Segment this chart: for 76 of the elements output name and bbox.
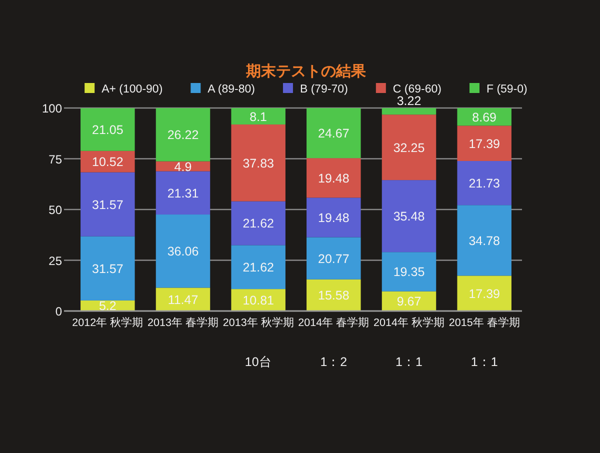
x-tick-label: 2013年 秋学期	[222, 317, 294, 329]
bar	[156, 171, 210, 215]
legend-label: A (89-80)	[208, 84, 256, 96]
data-label: 21.62	[242, 216, 274, 231]
data-label: 31.57	[92, 262, 124, 276]
bar	[306, 108, 361, 158]
x-tick-label: 2015年 春学期	[448, 317, 520, 329]
bar	[80, 172, 135, 236]
data-label: 11.47	[168, 292, 198, 307]
y-tick-label: 25	[48, 254, 62, 268]
data-label: 31.57	[92, 198, 124, 212]
y-tick-label: 75	[48, 152, 62, 166]
data-label: 8.69	[472, 110, 497, 124]
legend-label: C (69-60)	[392, 84, 442, 96]
data-label: 34.78	[468, 234, 500, 248]
bar	[156, 108, 210, 162]
data-label: 5.2	[98, 299, 116, 314]
data-label: 3.22	[396, 94, 422, 108]
data-label: 17.39	[468, 286, 500, 301]
y-tick-label: 0	[55, 304, 62, 318]
x-tick-label: 2014年 春学期	[298, 317, 370, 329]
bar	[80, 150, 135, 172]
x-tick-label: 2014年 秋学期	[373, 317, 445, 329]
bar	[382, 180, 436, 252]
chart-title: 期末テストの結果	[245, 63, 367, 80]
bar	[306, 237, 361, 280]
data-label: 24.67	[318, 126, 350, 141]
bar	[382, 108, 436, 115]
y-tick-label: 100	[42, 102, 62, 116]
bar	[156, 214, 210, 288]
data-label: 26.22	[167, 128, 199, 142]
bar	[80, 108, 135, 151]
bar	[306, 158, 361, 198]
y-tick-label: 50	[48, 203, 62, 217]
bar	[156, 288, 210, 311]
bar	[457, 160, 512, 206]
bar	[382, 114, 436, 180]
bar	[80, 236, 135, 300]
data-label: 20.77	[318, 252, 350, 266]
data-label: 8.1	[250, 110, 268, 124]
data-label: 37.83	[242, 156, 274, 170]
data-label: 19.48	[318, 210, 350, 225]
data-label: 21.05	[92, 123, 124, 138]
bar	[231, 108, 286, 124]
data-label: 35.48	[393, 210, 425, 224]
x-tick-label: 2012年 秋学期	[72, 317, 144, 329]
data-label: 32.25	[393, 140, 425, 155]
data-label: 9.67	[396, 294, 422, 309]
data-label: 17.39	[468, 136, 500, 151]
bar	[306, 279, 361, 311]
text: 1：1	[396, 355, 422, 369]
bar	[231, 124, 286, 202]
data-label: 21.73	[468, 176, 500, 191]
text: 1：2	[320, 355, 348, 369]
data-label: 19.35	[393, 265, 425, 280]
data-label: 21.62	[242, 260, 274, 275]
data-label: 19.48	[318, 171, 350, 186]
bar	[382, 252, 436, 292]
data-label: 10.81	[242, 294, 274, 308]
text: 10台	[244, 355, 272, 369]
bar	[231, 245, 286, 290]
data-label: 15.58	[318, 288, 350, 303]
legend-label: F (59-0)	[486, 84, 528, 96]
bar	[457, 126, 512, 161]
bar	[457, 205, 512, 276]
data-label: 10.52	[92, 155, 124, 170]
bar	[231, 201, 286, 246]
legend-label: A+ (100-90)	[102, 84, 163, 96]
text: 1：1	[470, 355, 498, 369]
data-label: 36.06	[167, 244, 199, 259]
bar	[457, 276, 512, 311]
legend-label: B (79-70)	[300, 84, 348, 96]
data-label: 21.31	[167, 186, 199, 200]
data-label: 4.9	[174, 160, 192, 174]
bar	[306, 198, 361, 238]
x-tick-label: 2013年 春学期	[147, 317, 219, 329]
